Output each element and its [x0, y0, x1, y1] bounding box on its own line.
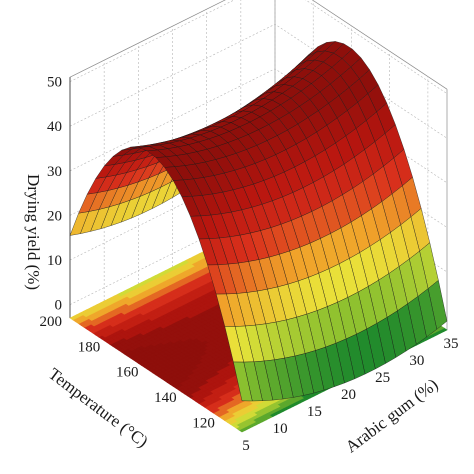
y-tick-label: 160 — [116, 365, 139, 381]
y-tick-label: 140 — [154, 390, 177, 406]
y-tick-label: 200 — [40, 314, 63, 330]
x-tick-label: 25 — [375, 370, 390, 386]
z-tick-label: 0 — [55, 298, 63, 314]
x-tick-label: 20 — [341, 387, 356, 403]
x-tick-label: 30 — [409, 353, 424, 369]
tick-labels: 0 10 20 30 40 50 120 140 160 180 200 5 10 15 20 25 30 35 — [40, 75, 459, 454]
z-axis-label: Drying yield (%) — [24, 174, 43, 290]
z-tick-label: 50 — [47, 75, 62, 91]
y-tick-label: 180 — [78, 339, 101, 355]
x-tick-label: 15 — [307, 404, 322, 420]
z-gridline — [69, 23, 448, 139]
x-tick-label: 35 — [444, 336, 459, 352]
z-tick-label: 20 — [47, 208, 62, 224]
z-tick-label: 40 — [47, 119, 62, 135]
z-tick-label: 10 — [47, 253, 62, 269]
y-tick-label: 120 — [192, 415, 215, 431]
x-tick-label: 5 — [242, 438, 250, 454]
x-tick-label: 10 — [273, 421, 288, 437]
z-gridline — [69, 68, 448, 184]
z-tick-label: 30 — [47, 164, 62, 180]
surface-cell — [233, 361, 253, 402]
x-axis-label: Arabic gum (%) — [342, 375, 442, 457]
box-edge — [311, 0, 448, 90]
box-edge — [69, 0, 226, 78]
response-surface — [69, 41, 448, 402]
z-gridline — [69, 0, 448, 94]
